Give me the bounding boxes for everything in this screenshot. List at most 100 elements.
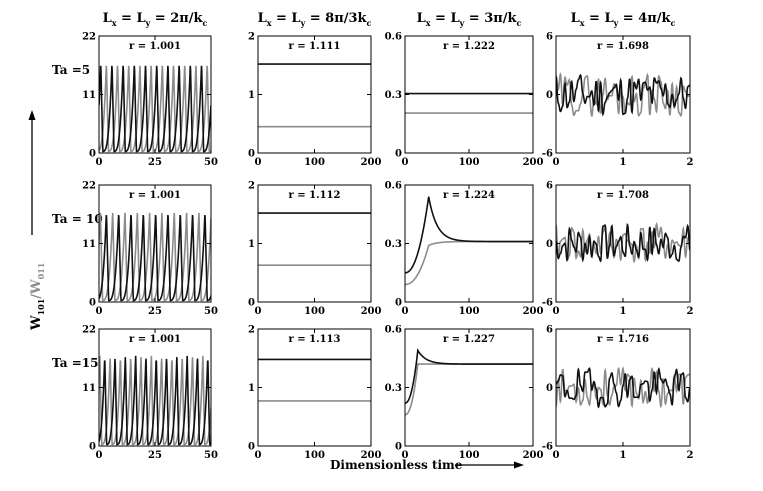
x-tick-label: 100 xyxy=(459,157,480,168)
series-line-W101 xyxy=(556,73,690,117)
y-tick-label: 0 xyxy=(248,298,255,309)
x-tick-label: 100 xyxy=(459,306,480,317)
y-tick-label: -6 xyxy=(542,149,553,160)
panel-r1-c2: 0 100 200 0 0.3 0.6 r = 1.224 xyxy=(385,181,544,318)
series-line-W011 xyxy=(556,221,690,264)
x-tick-label: 0 xyxy=(553,157,560,168)
y-tick-label: 0 xyxy=(395,442,402,453)
x-axis-label: Dimensionless time xyxy=(330,458,463,472)
y-tick-label: 1 xyxy=(248,239,255,250)
y-tick-label: 0 xyxy=(89,442,96,453)
x-tick-label: 0 xyxy=(553,450,560,461)
plot-frame xyxy=(257,328,372,447)
column-title-part: = L xyxy=(117,11,146,26)
y-tick-label: 0 xyxy=(546,239,553,250)
panel-r1-c0: 0 25 50 0 11 22 r = 1.001 xyxy=(82,181,218,318)
x-tick-label: 1 xyxy=(620,157,627,168)
column-title-part: = 8π/3k xyxy=(305,11,367,26)
x-tick-label: 50 xyxy=(204,157,218,168)
y-tick-label: 0 xyxy=(546,90,553,101)
y-tick-label: 1 xyxy=(248,383,255,394)
column-title-part: L xyxy=(571,11,580,26)
plot-frame xyxy=(555,35,691,154)
r-annotation: r = 1.708 xyxy=(597,190,649,201)
column-title-part: = 2π/k xyxy=(150,11,203,26)
x-tick-label: 1 xyxy=(620,306,627,317)
y-tick-label: 2 xyxy=(248,325,255,336)
x-tick-label: 2 xyxy=(687,306,694,317)
x-tick-label: 200 xyxy=(361,450,382,461)
series-line-W011 xyxy=(556,71,690,118)
row-label-1: Ta = 10 xyxy=(52,212,103,226)
y-tick-label: 0 xyxy=(546,383,553,394)
y-axis-label: W101/W011 xyxy=(29,263,46,331)
series-line-W101 xyxy=(556,223,690,263)
column-title-part: c xyxy=(671,18,676,28)
column-title-part: c xyxy=(517,18,522,28)
y-tick-label: 11 xyxy=(82,90,96,101)
x-tick-label: 1 xyxy=(620,450,627,461)
y-axis-arrow-head xyxy=(28,110,36,120)
y-tick-label: 0 xyxy=(395,149,402,160)
series-line-W101 xyxy=(99,355,211,446)
y-tick-label: 0 xyxy=(89,298,96,309)
panel-r2-c1: 0 100 200 0 1 2 r = 1.113 xyxy=(248,325,381,462)
y-tick-label: 0.3 xyxy=(385,90,402,101)
column-title-part: = L xyxy=(431,11,460,26)
column-title-part: = 4π/k xyxy=(618,11,671,26)
y-tick-label: 0.6 xyxy=(385,181,402,192)
x-tick-label: 200 xyxy=(523,306,544,317)
x-tick-label: 2 xyxy=(687,450,694,461)
row-labels: Ta =5 Ta = 10 Ta =15 xyxy=(52,63,103,370)
column-title-part: = L xyxy=(585,11,614,26)
x-tick-label: 0 xyxy=(553,306,560,317)
y-tick-label: 0 xyxy=(248,149,255,160)
x-tick-label: 200 xyxy=(523,450,544,461)
x-tick-label: 100 xyxy=(304,306,325,317)
y-tick-label: 0.3 xyxy=(385,239,402,250)
y-tick-label: 0.6 xyxy=(385,32,402,43)
column-title-part: y xyxy=(459,18,465,28)
y-tick-label: 2 xyxy=(248,181,255,192)
series-line-W011 xyxy=(556,365,690,409)
x-tick-label: 0 xyxy=(402,306,409,317)
x-tick-label: 100 xyxy=(304,157,325,168)
x-tick-label: 0 xyxy=(402,157,409,168)
plot-frame xyxy=(257,35,372,154)
x-tick-label: 50 xyxy=(204,450,218,461)
column-title-part: c xyxy=(367,18,372,28)
r-annotation: r = 1.698 xyxy=(597,41,649,52)
column-title-part: L xyxy=(103,11,112,26)
y-tick-label: 0 xyxy=(248,442,255,453)
r-annotation: r = 1.001 xyxy=(129,190,181,201)
x-tick-label: 0 xyxy=(402,450,409,461)
x-axis-label-group: Dimensionless time xyxy=(330,458,524,472)
y-tick-label: 11 xyxy=(82,383,96,394)
column-title-part: x xyxy=(112,18,117,28)
series-line-W101 xyxy=(405,348,533,404)
column-title-part: x xyxy=(426,18,431,28)
x-tick-label: 100 xyxy=(304,450,325,461)
series-line-W011 xyxy=(405,363,533,416)
row-label-0: Ta =5 xyxy=(52,63,90,77)
x-tick-label: 25 xyxy=(148,450,162,461)
x-tick-label: 0 xyxy=(96,157,103,168)
y-tick-label: -6 xyxy=(542,442,553,453)
series-line-W101 xyxy=(556,367,690,409)
plot-frame xyxy=(404,35,534,154)
column-title-part: L xyxy=(258,11,267,26)
y-tick-label: 0.6 xyxy=(385,325,402,336)
x-tick-label: 50 xyxy=(204,306,218,317)
column-title-2: Lx = Ly = 3π/kc xyxy=(417,11,522,28)
x-axis-arrow-head xyxy=(514,461,524,469)
x-tick-label: 25 xyxy=(148,306,162,317)
r-annotation: r = 1.227 xyxy=(443,334,495,345)
r-annotation: r = 1.716 xyxy=(597,334,649,345)
y-tick-label: 1 xyxy=(248,90,255,101)
x-tick-label: 0 xyxy=(96,306,103,317)
y-tick-label: -6 xyxy=(542,298,553,309)
x-tick-label: 0 xyxy=(255,450,262,461)
r-annotation: r = 1.001 xyxy=(129,41,181,52)
